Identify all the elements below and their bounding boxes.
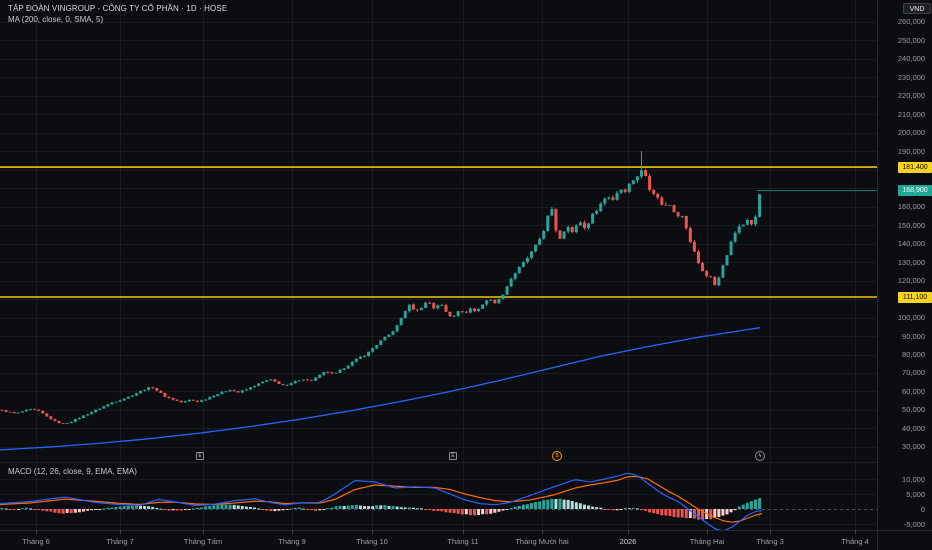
- time-axis-label: Tháng Hai: [689, 537, 725, 546]
- price-axis-tick: 250,000: [897, 35, 925, 45]
- price-axis-tick: 40,000: [902, 423, 925, 433]
- price-axis-tick: 30,000: [902, 442, 925, 452]
- level-price-label: 111,100: [898, 291, 932, 303]
- macd-axis-tick: 10,000: [902, 474, 925, 484]
- upcoming-event-marker[interactable]: ϟ: [755, 451, 765, 461]
- earnings-marker[interactable]: E: [196, 452, 204, 460]
- price-axis-tick: 80,000: [902, 350, 925, 359]
- price-axis-tick: 240,000: [897, 54, 925, 64]
- price-axis-tick: 100,000: [897, 313, 925, 323]
- price-axis-tick: 230,000: [897, 72, 925, 82]
- price-axis-tick: 130,000: [897, 257, 925, 267]
- price-axis-tick: 50,000: [902, 405, 925, 415]
- time-axis-label: Tháng Tám: [183, 537, 223, 546]
- symbol-title[interactable]: TẬP ĐOÀN VINGROUP - CÔNG TY CỔ PHẦN · 1D…: [8, 4, 228, 13]
- price-axis-tick: 160,000: [897, 202, 925, 212]
- price-axis-tick: 260,000: [897, 17, 925, 27]
- time-axis-label: Tháng Mười hai: [515, 537, 569, 546]
- currency-toggle-button[interactable]: VND: [903, 3, 931, 14]
- last-price-label: 168,900: [898, 184, 932, 196]
- price-axis-tick: 150,000: [897, 220, 925, 230]
- ma-indicator-label[interactable]: MA (200, close, 0, SMA, 5): [8, 15, 104, 24]
- price-axis-tick: 220,000: [897, 91, 925, 101]
- price-axis-tick: 70,000: [902, 368, 925, 378]
- price-axis-tick: 210,000: [897, 109, 925, 119]
- time-axis-label: Tháng 11: [447, 537, 479, 546]
- price-axis-tick: 140,000: [897, 239, 925, 249]
- macd-axis-tick: 5,000: [906, 489, 925, 499]
- time-axis-label: Tháng 3: [756, 537, 784, 546]
- time-axis-label: 2026: [619, 537, 637, 546]
- time-axis-label: Tháng 9: [278, 537, 306, 546]
- price-axis-tick: 120,000: [897, 276, 925, 286]
- price-axis-tick: 190,000: [897, 146, 925, 156]
- earnings-marker[interactable]: E: [449, 452, 457, 460]
- price-axis-tick: 200,000: [897, 128, 925, 138]
- time-axis-label: Tháng 4: [841, 537, 869, 546]
- macd-axis-tick: -5,000: [903, 519, 925, 529]
- time-axis-label: Tháng 6: [22, 537, 50, 546]
- dividend-marker[interactable]: $: [552, 451, 562, 461]
- time-axis-label: Tháng 7: [106, 537, 134, 546]
- price-axis-tick: 90,000: [902, 331, 925, 341]
- macd-axis-tick: 0: [920, 504, 925, 514]
- time-axis-label: Tháng 10: [356, 537, 388, 546]
- level-price-label: 181,400: [898, 161, 932, 173]
- macd-indicator-label[interactable]: MACD (12, 26, close, 9, EMA, EMA): [8, 467, 137, 476]
- price-axis-tick: 60,000: [902, 386, 925, 396]
